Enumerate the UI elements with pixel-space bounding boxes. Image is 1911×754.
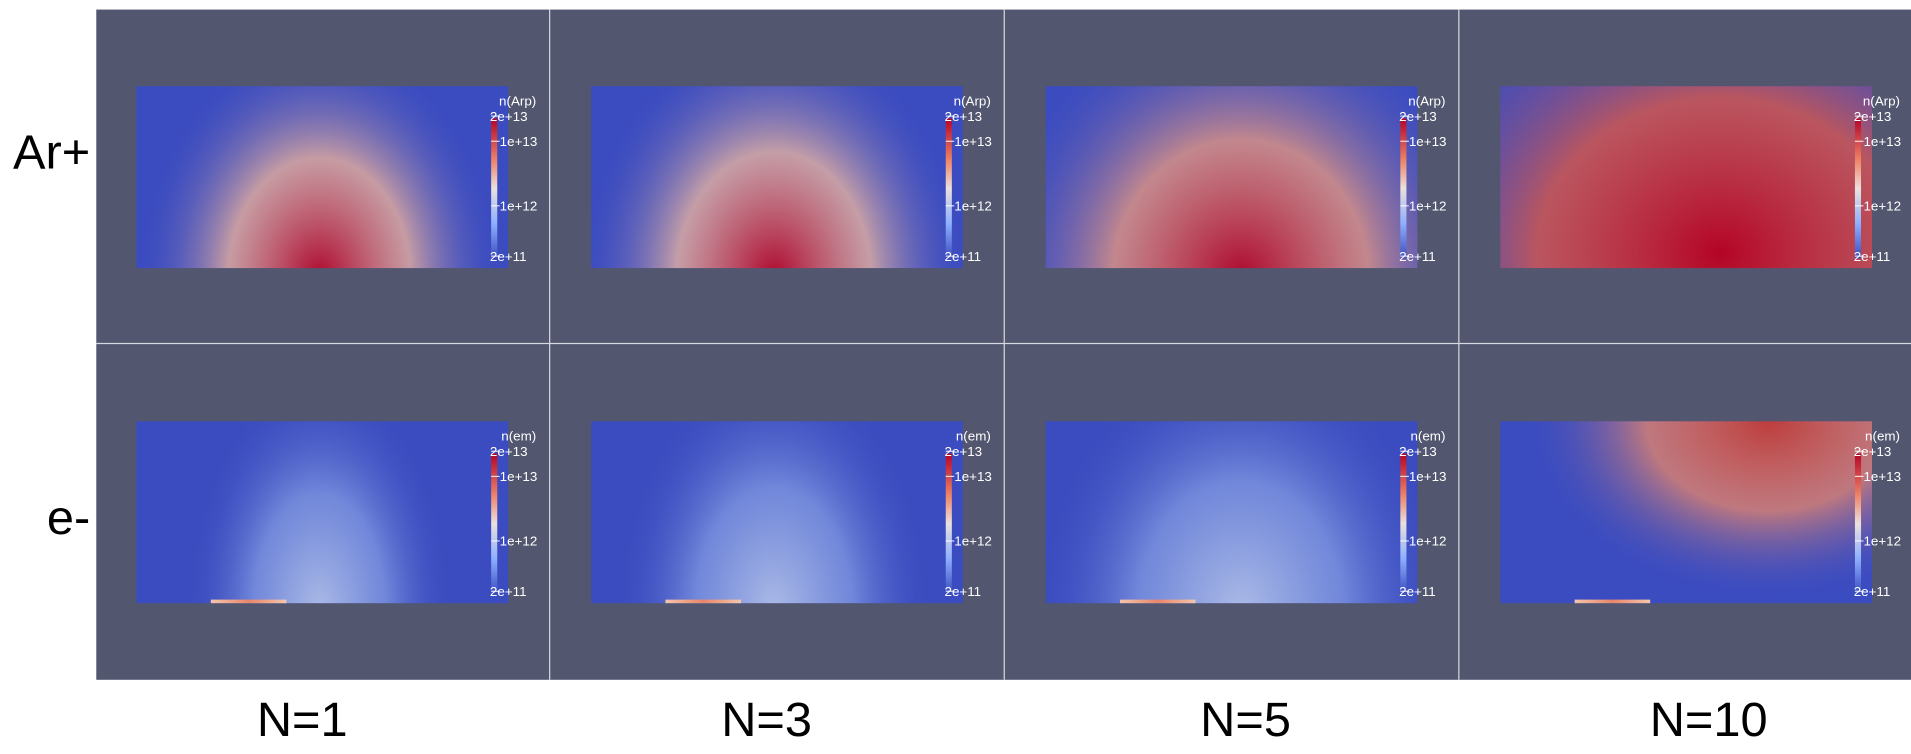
colorbar-tick-label: 2e+11 xyxy=(945,249,982,264)
colorbar-tick-label: 1e+13 xyxy=(1863,134,1901,149)
colorbar-tick-label: 2e+11 xyxy=(1399,249,1436,264)
colorbar-tick-label: 1e+12 xyxy=(954,199,992,214)
field-plume xyxy=(136,421,509,604)
colorbar-tick-label: 1e+12 xyxy=(1409,199,1447,214)
field-plume xyxy=(1045,421,1418,604)
colorbar-tick-label: 1e+13 xyxy=(500,134,538,149)
colorbar xyxy=(945,118,952,259)
field-plume xyxy=(1500,86,1872,269)
colorbar-tick-label: 1e+12 xyxy=(1409,534,1447,549)
nozzle xyxy=(210,599,287,604)
colorbar-title: n(em) xyxy=(956,429,991,444)
colorbar-tick-label: 2e+11 xyxy=(1399,584,1436,599)
colorbar-tick-label: 2e+13 xyxy=(1399,444,1437,459)
colorbar-tick-label: 2e+13 xyxy=(1854,109,1892,124)
column-label: N=3 xyxy=(721,693,812,747)
colorbar-tick-label: 2e+11 xyxy=(490,249,527,264)
colorbar-title: n(em) xyxy=(501,429,536,444)
colorbar-tick-label: 2e+11 xyxy=(490,584,527,599)
colorbar-tick-label: 1e+12 xyxy=(500,199,538,214)
colorbar-tick-label: 1e+12 xyxy=(500,534,538,549)
row-label: Ar+ xyxy=(13,126,90,180)
colorbar-tick-label: 1e+13 xyxy=(954,469,992,484)
colorbar-tick-label: 2e+13 xyxy=(945,109,983,124)
colorbar xyxy=(945,453,952,594)
column-label: N=10 xyxy=(1650,693,1768,747)
colorbar xyxy=(1854,118,1862,259)
cell: n(em)2e+13 1e+13 1e+12 2e+11 xyxy=(1045,421,1447,604)
cell: n(Arp)2e+13 1e+13 1e+12 2e+11 xyxy=(591,86,992,269)
field-plume xyxy=(591,86,963,269)
cell: n(Arp)2e+13 1e+13 1e+12 2e+11 xyxy=(1045,86,1447,269)
cell: n(em)2e+13 1e+13 1e+12 2e+11 xyxy=(136,421,538,604)
colorbar-tick-label: 2e+11 xyxy=(1854,249,1891,264)
colorbar xyxy=(491,118,498,259)
colorbar xyxy=(491,453,498,594)
colorbar-tick-label: 2e+13 xyxy=(490,444,528,459)
colorbar-tick-label: 2e+11 xyxy=(1854,584,1891,599)
colorbar xyxy=(1400,453,1407,594)
colorbar-title: n(Arp) xyxy=(1408,93,1445,108)
colorbar-tick-label: 2e+13 xyxy=(945,444,983,459)
colorbar xyxy=(1854,453,1862,594)
colorbar-tick-label: 2e+13 xyxy=(490,109,528,124)
field-plume xyxy=(591,421,963,604)
colorbar-tick-label: 1e+13 xyxy=(1409,469,1447,484)
field-plume xyxy=(1500,421,1872,604)
colorbar-tick-label: 1e+12 xyxy=(954,534,992,549)
colorbar-tick-label: 2e+13 xyxy=(1854,444,1892,459)
colorbar-tick-label: 1e+12 xyxy=(1863,534,1901,549)
colorbar-tick-label: 1e+12 xyxy=(1863,199,1901,214)
colorbar-title: n(em) xyxy=(1410,429,1445,444)
cell: n(em)2e+13 1e+13 1e+12 2e+11 xyxy=(1500,421,1901,604)
column-label: N=5 xyxy=(1200,693,1291,747)
colorbar-title: n(Arp) xyxy=(954,93,991,108)
colorbar-title: n(em) xyxy=(1865,429,1900,444)
colorbar xyxy=(1400,118,1407,259)
colorbar-tick-label: 2e+13 xyxy=(1399,109,1437,124)
colorbar-tick-label: 1e+13 xyxy=(1863,469,1901,484)
colorbar-tick-label: 1e+13 xyxy=(954,134,992,149)
field-plume xyxy=(1045,86,1418,269)
field-plume xyxy=(136,86,509,269)
cell: n(Arp)2e+13 1e+13 1e+12 2e+11 xyxy=(1500,86,1901,269)
colorbar-tick-label: 1e+13 xyxy=(500,469,538,484)
nozzle xyxy=(665,599,741,604)
row-label: e- xyxy=(47,491,90,545)
column-label: N=1 xyxy=(257,693,348,747)
colorbar-tick-label: 1e+13 xyxy=(1409,134,1447,149)
colorbar-tick-label: 2e+11 xyxy=(945,584,982,599)
colorbar-title: n(Arp) xyxy=(1863,93,1900,108)
nozzle xyxy=(1120,599,1196,604)
cell: n(em)2e+13 1e+13 1e+12 2e+11 xyxy=(591,421,992,604)
cell: n(Arp)2e+13 1e+13 1e+12 2e+11 xyxy=(136,86,538,269)
nozzle xyxy=(1574,599,1651,604)
colorbar-title: n(Arp) xyxy=(499,93,536,108)
